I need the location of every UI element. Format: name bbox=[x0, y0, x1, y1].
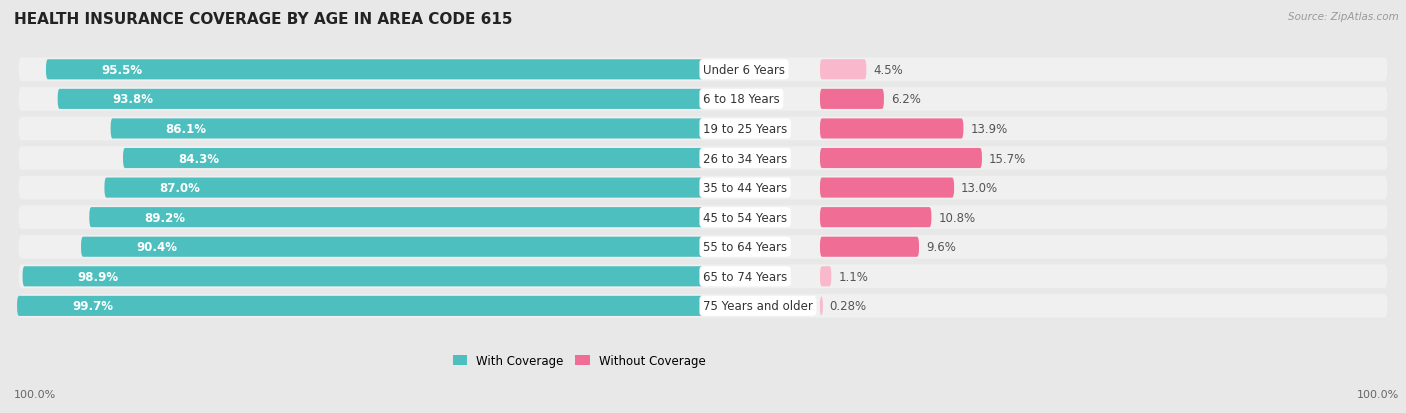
FancyBboxPatch shape bbox=[18, 147, 1388, 171]
Text: 13.0%: 13.0% bbox=[960, 182, 998, 195]
Text: 1.1%: 1.1% bbox=[838, 270, 868, 283]
Text: 26 to 34 Years: 26 to 34 Years bbox=[703, 152, 787, 165]
Text: HEALTH INSURANCE COVERAGE BY AGE IN AREA CODE 615: HEALTH INSURANCE COVERAGE BY AGE IN AREA… bbox=[14, 12, 513, 27]
Legend: With Coverage, Without Coverage: With Coverage, Without Coverage bbox=[453, 354, 706, 367]
Text: 4.5%: 4.5% bbox=[873, 64, 903, 77]
FancyBboxPatch shape bbox=[18, 117, 1388, 141]
Text: 35 to 44 Years: 35 to 44 Years bbox=[703, 182, 787, 195]
FancyBboxPatch shape bbox=[820, 119, 963, 139]
Text: 15.7%: 15.7% bbox=[988, 152, 1026, 165]
FancyBboxPatch shape bbox=[820, 90, 884, 110]
Text: 95.5%: 95.5% bbox=[101, 64, 142, 77]
FancyBboxPatch shape bbox=[820, 178, 955, 198]
FancyBboxPatch shape bbox=[104, 178, 703, 198]
FancyBboxPatch shape bbox=[46, 60, 703, 80]
Text: 84.3%: 84.3% bbox=[179, 152, 219, 165]
Text: 100.0%: 100.0% bbox=[14, 389, 56, 399]
FancyBboxPatch shape bbox=[18, 265, 1388, 288]
FancyBboxPatch shape bbox=[111, 119, 703, 139]
Text: 6 to 18 Years: 6 to 18 Years bbox=[703, 93, 780, 106]
Text: 89.2%: 89.2% bbox=[145, 211, 186, 224]
Text: 10.8%: 10.8% bbox=[938, 211, 976, 224]
Text: 0.28%: 0.28% bbox=[830, 300, 868, 313]
FancyBboxPatch shape bbox=[820, 267, 831, 287]
FancyBboxPatch shape bbox=[22, 267, 703, 287]
FancyBboxPatch shape bbox=[18, 206, 1388, 230]
Text: 100.0%: 100.0% bbox=[1357, 389, 1399, 399]
Text: 6.2%: 6.2% bbox=[891, 93, 921, 106]
Text: 99.7%: 99.7% bbox=[72, 300, 112, 313]
FancyBboxPatch shape bbox=[82, 237, 703, 257]
Text: 13.9%: 13.9% bbox=[970, 123, 1008, 135]
FancyBboxPatch shape bbox=[122, 149, 703, 169]
FancyBboxPatch shape bbox=[90, 208, 703, 228]
Text: 45 to 54 Years: 45 to 54 Years bbox=[703, 211, 787, 224]
Text: 65 to 74 Years: 65 to 74 Years bbox=[703, 270, 787, 283]
FancyBboxPatch shape bbox=[18, 235, 1388, 259]
Text: 98.9%: 98.9% bbox=[77, 270, 118, 283]
FancyBboxPatch shape bbox=[820, 60, 866, 80]
Text: 90.4%: 90.4% bbox=[136, 241, 177, 254]
Text: 55 to 64 Years: 55 to 64 Years bbox=[703, 241, 787, 254]
FancyBboxPatch shape bbox=[18, 294, 1388, 318]
Text: 87.0%: 87.0% bbox=[159, 182, 200, 195]
FancyBboxPatch shape bbox=[820, 237, 920, 257]
Text: 19 to 25 Years: 19 to 25 Years bbox=[703, 123, 787, 135]
FancyBboxPatch shape bbox=[18, 88, 1388, 112]
FancyBboxPatch shape bbox=[58, 90, 703, 110]
Text: 75 Years and older: 75 Years and older bbox=[703, 300, 813, 313]
FancyBboxPatch shape bbox=[820, 149, 981, 169]
FancyBboxPatch shape bbox=[820, 296, 823, 316]
Text: Source: ZipAtlas.com: Source: ZipAtlas.com bbox=[1288, 12, 1399, 22]
FancyBboxPatch shape bbox=[18, 176, 1388, 200]
Text: 86.1%: 86.1% bbox=[166, 123, 207, 135]
Text: 9.6%: 9.6% bbox=[927, 241, 956, 254]
Text: Under 6 Years: Under 6 Years bbox=[703, 64, 785, 77]
FancyBboxPatch shape bbox=[18, 58, 1388, 82]
FancyBboxPatch shape bbox=[820, 208, 931, 228]
Text: 93.8%: 93.8% bbox=[112, 93, 153, 106]
FancyBboxPatch shape bbox=[17, 296, 703, 316]
